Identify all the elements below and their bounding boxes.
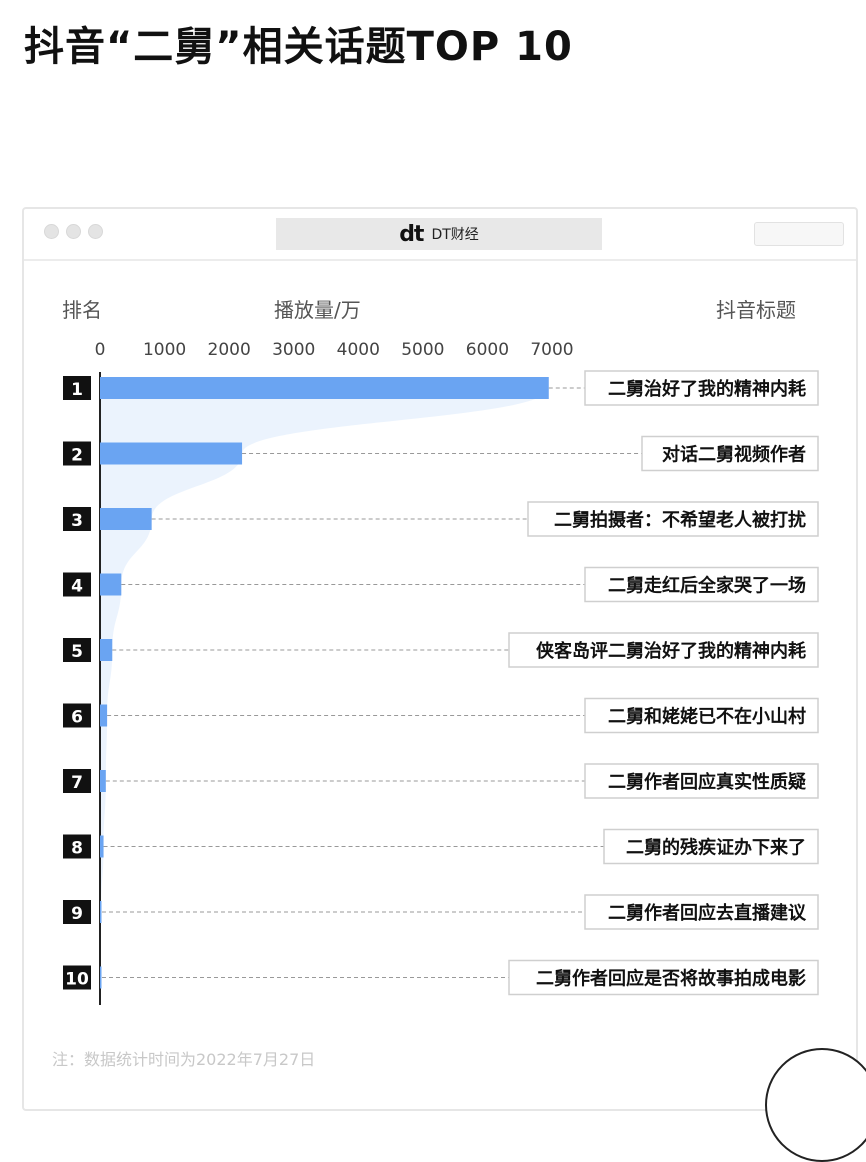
- rank-label: 7: [71, 773, 83, 793]
- topic-label: 二舅走红后全家哭了一场: [608, 575, 806, 597]
- bar: [100, 835, 104, 858]
- x-tick-label: 5000: [401, 340, 444, 360]
- rank-box: [63, 507, 91, 531]
- topic-label-box: [584, 697, 819, 734]
- plays-header: 播放量/万: [274, 298, 361, 322]
- rank-label: 4: [71, 577, 83, 597]
- topic-label-box: [527, 501, 819, 537]
- window-dot-icon: [66, 224, 81, 239]
- topic-label: 二舅的残疾证办下来了: [626, 837, 806, 859]
- topic-label-box: [508, 632, 819, 668]
- rank-label: 2: [71, 446, 83, 466]
- x-tick-label: 7000: [530, 340, 573, 360]
- rank-label: 5: [71, 642, 83, 662]
- bar: [100, 639, 113, 661]
- rank-box: [63, 376, 91, 400]
- topic-label: 二舅作者回应真实性质疑: [608, 771, 806, 793]
- topic-header: 抖音标题: [716, 298, 796, 322]
- rank-box: [63, 703, 91, 728]
- bar-chart: 0 1000 2000 3000 4000 5000 6000 7000 1 二舅治好了我的精神内…: [63, 340, 819, 1005]
- topic-label: 二舅治好了我的精神内耗: [608, 378, 806, 400]
- brand-name: DT财经: [431, 227, 479, 243]
- topic-label: 二舅和姥姥已不在小山村: [608, 706, 806, 728]
- bar: [100, 377, 549, 399]
- window-dot-icon: [44, 224, 59, 239]
- window-control: [754, 222, 844, 246]
- bar: [100, 901, 102, 923]
- brand-logo: dt: [399, 221, 424, 247]
- rank-label: 9: [71, 904, 83, 924]
- x-tick-label: 1000: [143, 340, 186, 360]
- corner-badge: [765, 1048, 866, 1162]
- bar: [100, 508, 152, 530]
- window-titlebar: dt DT财经: [24, 209, 856, 261]
- x-tick-label: 3000: [272, 340, 315, 360]
- rank-label: 3: [71, 511, 83, 531]
- topic-label-box: [584, 370, 819, 406]
- rank-label: 10: [65, 970, 89, 990]
- topic-label: 二舅作者回应是否将故事拍成电影: [536, 968, 806, 990]
- topic-label-box: [584, 763, 819, 799]
- bar: [100, 770, 106, 792]
- distribution-area: [100, 388, 549, 978]
- topic-label-box: [584, 566, 819, 603]
- topic-label-box: [508, 959, 819, 996]
- rank-box: [63, 441, 91, 466]
- rank-box: [63, 965, 91, 990]
- page-title: 抖音“二舅”相关话题TOP 10: [24, 24, 573, 70]
- rank-label: 1: [71, 380, 83, 400]
- x-tick-label: 6000: [466, 340, 509, 360]
- bar: [100, 573, 122, 596]
- footnote: 注：数据统计时间为2022年7月27日: [52, 1050, 316, 1069]
- rank-header: 排名: [62, 298, 102, 322]
- topic-label: 对话二舅视频作者: [662, 444, 806, 466]
- bar: [100, 442, 243, 465]
- rank-box: [63, 834, 91, 859]
- topic-label: 二舅拍摄者：不希望老人被打扰: [554, 509, 806, 531]
- address-bar: dt DT财经: [276, 218, 602, 250]
- rank-box: [63, 572, 91, 597]
- topic-label-box: [603, 828, 819, 865]
- topic-label: 侠客岛评二舅治好了我的精神内耗: [536, 640, 806, 662]
- x-tick-label: 2000: [208, 340, 251, 360]
- rank-box: [63, 900, 91, 924]
- x-tick-label: 0: [95, 340, 106, 360]
- rank-label: 6: [71, 708, 83, 728]
- window-dot-icon: [88, 224, 103, 239]
- topic-label-box: [641, 435, 819, 472]
- rank-box: [63, 638, 91, 662]
- topic-label-box: [584, 894, 819, 930]
- rank-label: 8: [71, 839, 83, 859]
- bar: [100, 966, 102, 989]
- bar: [100, 704, 108, 727]
- rank-box: [63, 769, 91, 793]
- x-tick-label: 4000: [337, 340, 380, 360]
- topic-label: 二舅作者回应去直播建议: [608, 902, 807, 924]
